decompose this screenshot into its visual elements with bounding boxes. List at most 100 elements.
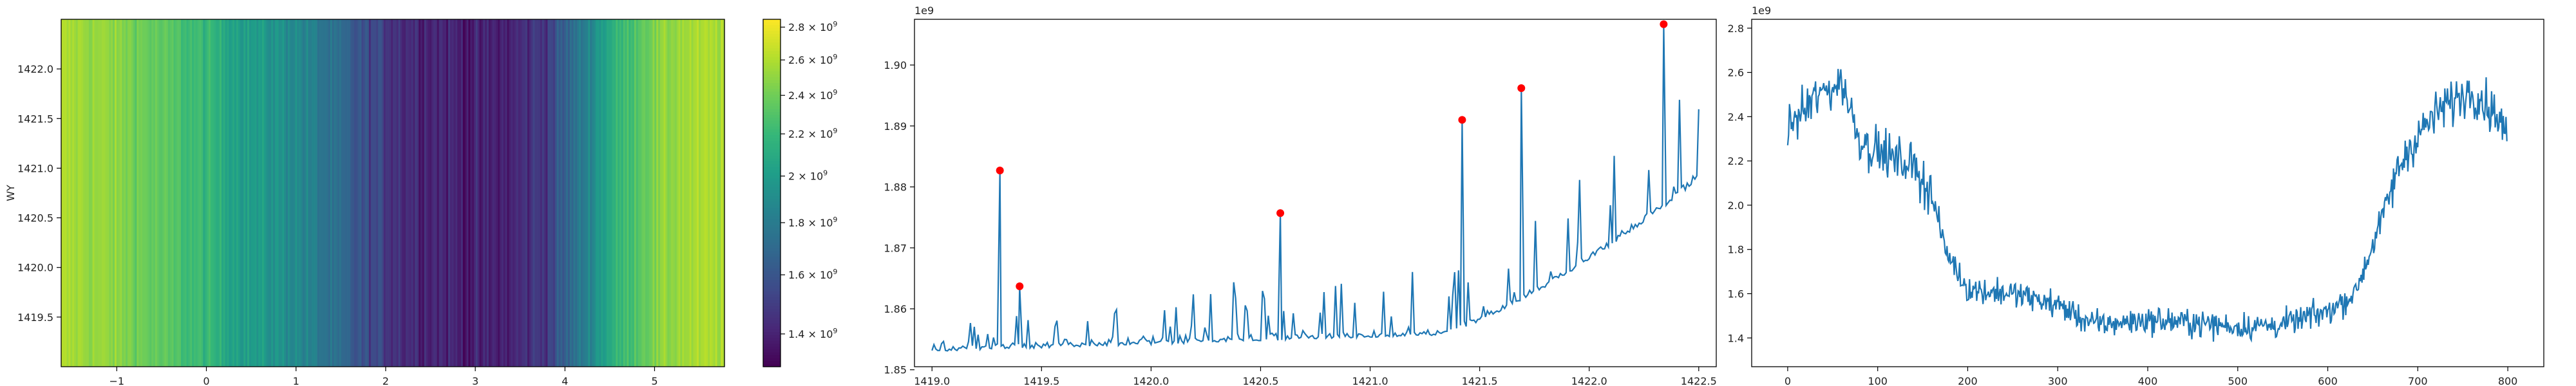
colorbar-tick-label: 2.4 × 109: [788, 88, 837, 102]
peaks-y-tick-label: 1.87: [884, 242, 907, 254]
colorbar-segment: [763, 210, 781, 214]
heatmap-column: [590, 19, 592, 367]
heatmap-column: [140, 19, 143, 367]
heatmap-column: [315, 19, 318, 367]
heatmap-column: [357, 19, 361, 367]
heatmap-column: [252, 19, 256, 367]
heatmap-column: [120, 19, 123, 367]
colorbar-segment: [763, 71, 781, 75]
heatmap-column: [564, 19, 567, 367]
heatmap-column: [256, 19, 259, 367]
colorbar-tick-label: 1.4 × 109: [788, 327, 837, 340]
heatmap-column: [567, 19, 571, 367]
heatmap-column: [505, 19, 507, 367]
heatmap-column: [529, 19, 532, 367]
heatmap-column: [365, 19, 368, 367]
heatmap-column: [618, 19, 620, 367]
heatmap-column: [560, 19, 563, 367]
heatmap-column: [350, 19, 353, 367]
heatmap-column: [404, 19, 406, 367]
heatmap-column: [558, 19, 561, 367]
heatmap-column: [509, 19, 511, 367]
heatmap-column: [417, 19, 419, 367]
colorbar-tick-label: 1.8 × 109: [788, 216, 837, 229]
heatmap-column: [435, 19, 438, 367]
heatmap-column: [103, 19, 106, 367]
heatmap-column: [177, 19, 180, 367]
colorbar-segment: [763, 326, 781, 330]
heatmap-column: [164, 19, 167, 367]
peak-marker: [1517, 84, 1526, 93]
peaks-x-tick-label: 1421.0: [1352, 375, 1388, 386]
series-x-tick-label: 200: [1958, 375, 1978, 386]
heatmap-column: [128, 19, 130, 367]
heatmap-column: [323, 19, 325, 367]
heatmap-column: [708, 19, 710, 367]
colorbar-segment: [763, 277, 781, 280]
colorbar-segment: [763, 271, 781, 275]
heatmap-column: [105, 19, 108, 367]
colorbar-segment: [763, 352, 781, 356]
heatmap-column: [614, 19, 616, 367]
heatmap-column: [470, 19, 473, 367]
heatmap-column: [251, 19, 254, 367]
heatmap-x-tick-label: 2: [383, 375, 389, 386]
heatmap-column: [175, 19, 178, 367]
heatmap-x-tick-label: 5: [651, 375, 658, 386]
heatmap-column: [74, 19, 77, 367]
heatmap-column: [225, 19, 228, 367]
heatmap-column: [639, 19, 642, 367]
heatmap-column: [197, 19, 200, 367]
heatmap-column: [468, 19, 471, 367]
heatmap-column: [261, 19, 265, 367]
peaks-y-tick-label: 1.85: [884, 364, 907, 376]
heatmap-column: [280, 19, 283, 367]
heatmap-column: [514, 19, 517, 367]
colorbar-segment: [763, 282, 781, 286]
heatmap-column: [430, 19, 432, 367]
heatmap-column: [116, 19, 119, 367]
heatmap-column: [138, 19, 141, 367]
heatmap-column: [494, 19, 497, 367]
colorbar-segment: [763, 315, 781, 318]
colorbar-segment: [763, 280, 781, 284]
heatmap-column: [486, 19, 489, 367]
heatmap-column: [422, 19, 425, 367]
heatmap-column: [149, 19, 152, 367]
colorbar-segment: [763, 103, 781, 107]
heatmap-column: [612, 19, 614, 367]
heatmap-column: [220, 19, 222, 367]
heatmap-column: [332, 19, 335, 367]
heatmap-column: [325, 19, 327, 367]
heatmap-column: [341, 19, 344, 367]
colorbar-segment: [763, 230, 781, 234]
heatmap-column: [260, 19, 263, 367]
heatmap-column: [300, 19, 303, 367]
heatmap-column: [355, 19, 359, 367]
heatmap-column: [656, 19, 659, 367]
heatmap-column: [629, 19, 631, 367]
heatmap-column: [542, 19, 545, 367]
heatmap-column: [394, 19, 397, 367]
heatmap-column: [520, 19, 522, 367]
colorbar-tick-label: 2.6 × 109: [788, 53, 837, 66]
heatmap-column: [240, 19, 242, 367]
heatmap-column: [372, 19, 375, 367]
heatmap-column: [424, 19, 427, 367]
colorbar-segment: [763, 190, 781, 194]
peaks-x-tick-label: 1419.0: [914, 375, 950, 386]
series-x-tick-label: 500: [2228, 375, 2248, 386]
colorbar-segment: [763, 28, 781, 32]
heatmap-column: [100, 19, 102, 367]
heatmap-column: [697, 19, 699, 367]
heatmap-y-tick-label: 1421.5: [17, 113, 53, 125]
heatmap-column: [492, 19, 495, 367]
heatmap-column: [665, 19, 668, 367]
heatmap-y-tick-label: 1419.5: [17, 311, 53, 324]
heatmap-column: [571, 19, 574, 367]
colorbar-segment: [763, 346, 781, 350]
heatmap-column: [291, 19, 294, 367]
colorbar-segment: [763, 39, 781, 43]
heatmap-column: [111, 19, 113, 367]
heatmap-column: [721, 19, 723, 367]
